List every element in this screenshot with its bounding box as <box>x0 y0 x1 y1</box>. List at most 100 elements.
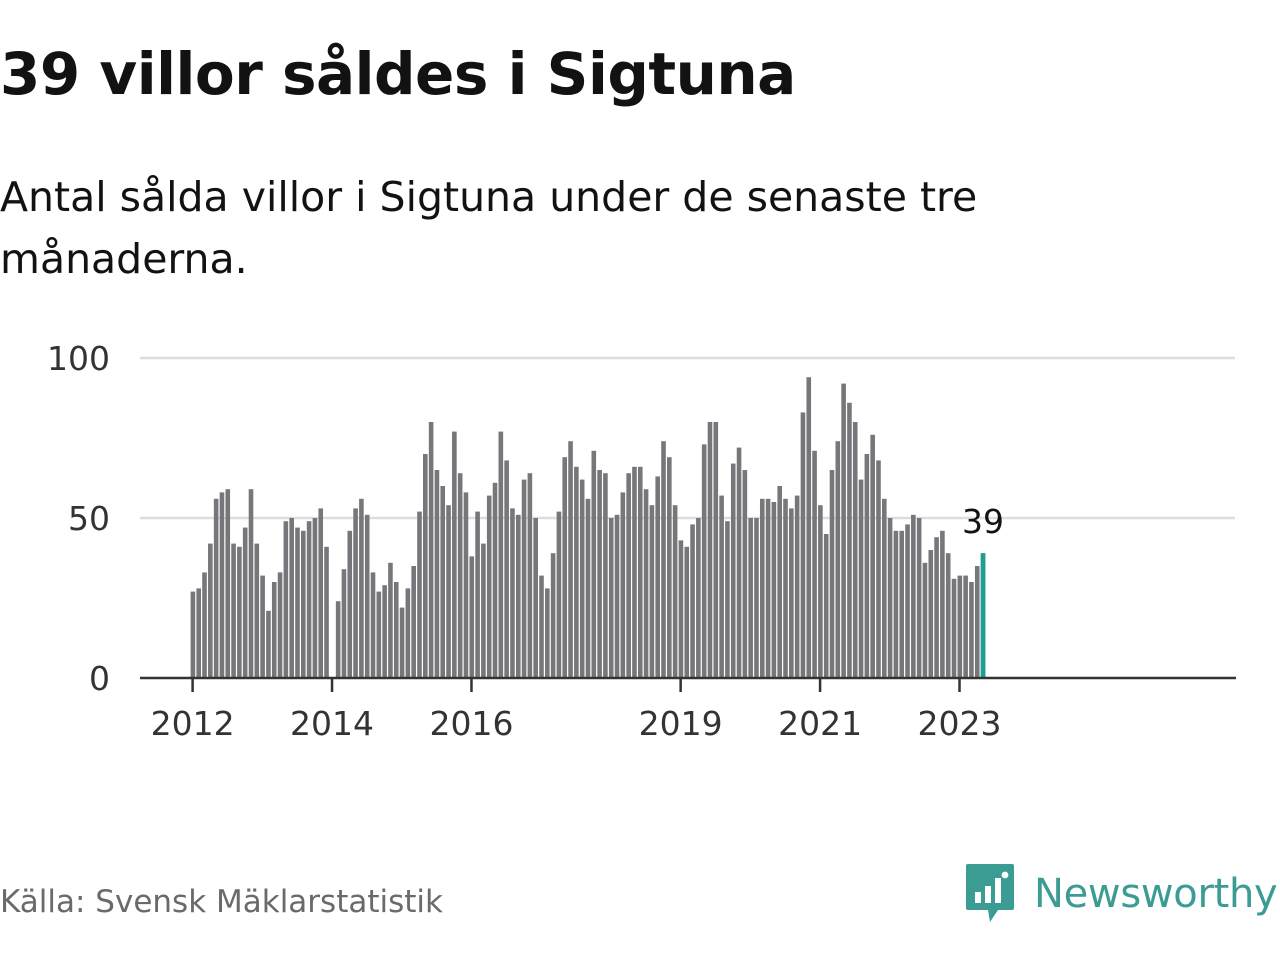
bar <box>260 575 265 678</box>
x-axis: 2012 2014 2016 2019 2021 2023 <box>140 676 1236 743</box>
bar <box>736 447 742 678</box>
bar <box>922 562 928 678</box>
bar <box>626 473 631 678</box>
bar <box>452 431 457 678</box>
bar <box>707 422 713 678</box>
bar <box>957 575 963 678</box>
bar <box>196 588 202 678</box>
bar <box>556 511 562 678</box>
bar <box>498 431 504 678</box>
bar <box>719 495 724 678</box>
bar <box>423 454 428 678</box>
bar <box>823 534 829 678</box>
bar <box>742 470 748 678</box>
bar <box>266 610 271 678</box>
bar <box>881 498 887 678</box>
x-tick-label: 2014 <box>290 704 374 743</box>
bar <box>934 537 939 678</box>
bar <box>213 498 219 678</box>
bar <box>550 553 556 678</box>
bar <box>277 572 283 678</box>
bar <box>748 518 753 678</box>
bar <box>928 550 934 678</box>
bar <box>324 546 329 678</box>
bar <box>510 508 515 678</box>
y-axis-labels: 0 50 100 <box>47 339 110 698</box>
bar <box>893 530 899 678</box>
bar <box>359 498 364 678</box>
bar <box>765 498 771 678</box>
bar <box>492 482 498 678</box>
bar <box>684 546 690 678</box>
bar <box>335 601 341 678</box>
bar <box>864 454 870 678</box>
bar <box>364 514 370 678</box>
brand-name: Newsworthy <box>1034 871 1278 917</box>
bar <box>887 518 893 678</box>
bar <box>411 566 416 678</box>
bar <box>608 518 614 678</box>
bar <box>295 527 300 678</box>
bar <box>300 530 306 678</box>
bar <box>289 518 294 678</box>
bar <box>974 566 980 678</box>
bar <box>603 473 608 678</box>
bar <box>341 569 347 678</box>
bar <box>469 556 475 678</box>
bar <box>434 470 440 678</box>
bar <box>951 578 957 678</box>
bar <box>382 585 387 678</box>
bar <box>533 518 538 678</box>
newsworthy-chart-bubble-icon <box>966 864 1014 922</box>
bar <box>190 591 196 678</box>
bar <box>545 588 550 678</box>
bar <box>208 543 213 678</box>
bar <box>504 460 509 678</box>
bar <box>237 546 242 678</box>
bar <box>730 463 736 678</box>
x-tick-label: 2023 <box>918 704 1002 743</box>
bar <box>306 521 312 678</box>
y-tick-label: 50 <box>68 499 110 538</box>
bar <box>783 498 788 678</box>
bar <box>515 514 521 678</box>
bar <box>678 540 684 678</box>
bar <box>829 470 835 678</box>
x-tick-label: 2019 <box>639 704 723 743</box>
bar <box>649 505 655 678</box>
chart-title: 39 villor såldes i Sigtuna <box>0 40 796 108</box>
bar <box>899 530 905 678</box>
bar <box>225 489 231 678</box>
bar <box>701 444 707 678</box>
bar <box>574 466 579 678</box>
bar <box>777 486 783 678</box>
bar <box>818 505 823 678</box>
bar <box>318 508 324 678</box>
bars <box>190 377 986 678</box>
bar <box>945 553 951 678</box>
bar <box>393 582 399 678</box>
bar <box>486 495 492 678</box>
bar <box>562 457 568 678</box>
bar <box>812 450 817 678</box>
brand-logo[interactable]: Newsworthy <box>964 862 1278 926</box>
bar <box>911 514 916 678</box>
bar <box>457 473 463 678</box>
bar <box>759 498 765 678</box>
bar <box>254 543 260 678</box>
bar <box>347 530 353 678</box>
bar <box>463 492 469 678</box>
bar <box>800 412 806 678</box>
bar <box>428 422 434 678</box>
bar <box>852 422 858 678</box>
bar <box>312 518 318 678</box>
bar <box>632 466 637 678</box>
bar <box>870 434 875 678</box>
bar <box>219 492 225 678</box>
bar <box>417 511 422 678</box>
bar <box>271 582 277 678</box>
bar <box>620 492 626 678</box>
bar <box>667 457 672 678</box>
bar <box>527 473 533 678</box>
bar <box>690 524 695 678</box>
